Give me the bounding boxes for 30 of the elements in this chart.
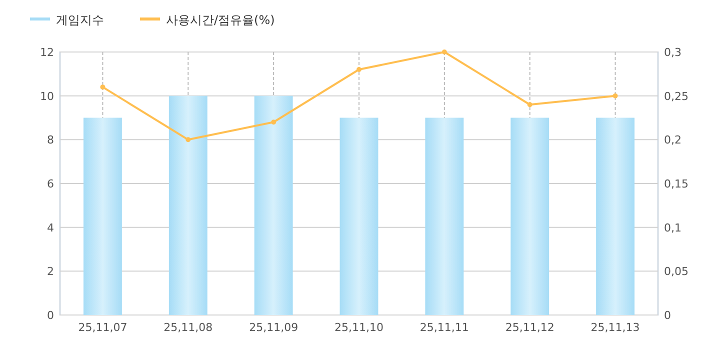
- point: [612, 93, 618, 98]
- y-tick-label: 0: [47, 309, 54, 322]
- point: [527, 102, 532, 108]
- y2-tick-label: 0: [664, 309, 671, 322]
- x-tick-label: 25,11,09: [249, 321, 298, 334]
- y-tick-label: 2: [47, 265, 54, 278]
- y2-tick-label: 0,25: [664, 90, 688, 103]
- y2-tick-label: 0,15: [664, 178, 688, 190]
- y-tick-label: 8: [47, 134, 54, 147]
- y2-tick-label: 0,05: [664, 265, 688, 278]
- point: [356, 67, 362, 72]
- x-tick-label: 25,11,13: [590, 321, 640, 334]
- y2-tick-label: 0,2: [664, 134, 682, 147]
- y2-tick-label: 0,1: [664, 221, 682, 234]
- point: [442, 50, 447, 54]
- point: [186, 137, 191, 142]
- y-tick-label: 10: [40, 90, 54, 103]
- x-tick-label: 25,11,12: [505, 321, 554, 334]
- y-tick-label: 12: [40, 46, 54, 59]
- y2-tick-label: 0,3: [664, 46, 682, 59]
- legend-label: 게임지수: [56, 13, 104, 27]
- legend-label: 사용시간/점유율(%): [166, 13, 275, 27]
- y-tick-label: 6: [47, 178, 54, 190]
- y-tick-label: 4: [47, 221, 54, 234]
- x-tick-label: 25,11,10: [334, 321, 384, 334]
- x-tick-label: 25,11,07: [78, 321, 128, 334]
- x-tick-label: 25,11,11: [420, 321, 469, 334]
- x-tick-label: 25,11,08: [164, 321, 213, 334]
- point: [100, 84, 106, 90]
- point: [271, 120, 276, 125]
